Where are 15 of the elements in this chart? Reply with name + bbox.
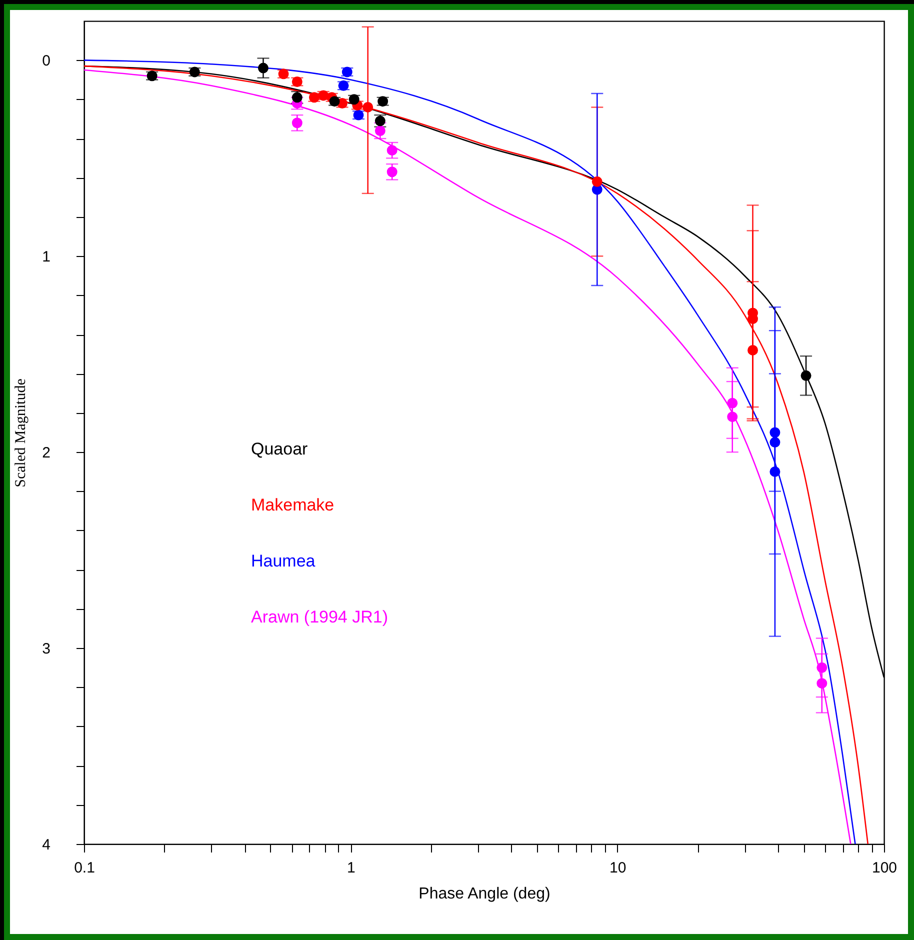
x-axis-title: Phase Angle (deg)	[418, 886, 550, 902]
y-axis-title: Scaled Magnitude	[13, 378, 30, 488]
text: Makemake	[251, 496, 334, 514]
y-tick-label: 2	[42, 444, 50, 462]
y-tick-label: 1	[42, 248, 50, 266]
text: Haumea	[251, 552, 316, 570]
text: Arawn (1994 JR1)	[251, 608, 388, 626]
x-tick-label: 10	[609, 860, 626, 876]
x-tick-label: 100	[872, 860, 898, 876]
y-tick-label: 0	[42, 52, 50, 70]
text: Quaoar	[251, 440, 308, 458]
y-tick-label: 3	[42, 640, 50, 658]
y-tick-label: 4	[42, 836, 50, 854]
x-tick-label: 0.1	[74, 860, 95, 876]
x-tick-label: 1	[346, 860, 356, 876]
